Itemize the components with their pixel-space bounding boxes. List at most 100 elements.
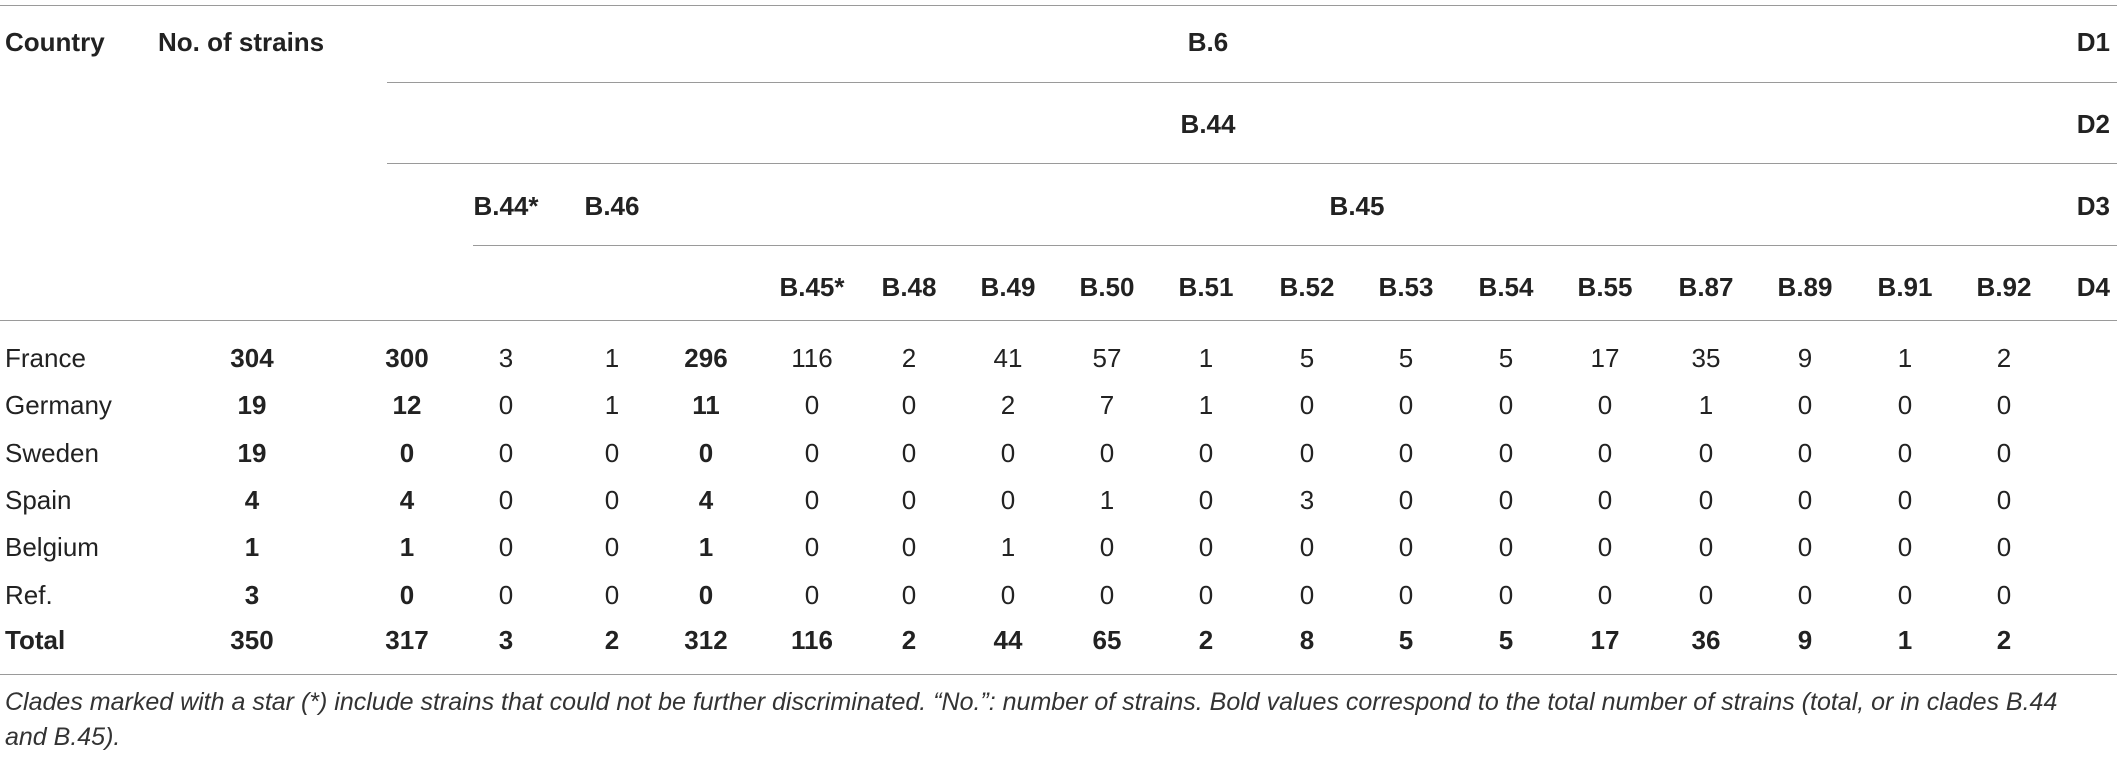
value-cell: 0 (1198, 532, 1214, 563)
value-cell: 0 (1398, 437, 1414, 468)
value-cell: 0 (1299, 532, 1315, 563)
value-cell: 0 (498, 532, 514, 563)
d4-header-cell: B.50 (1079, 272, 1135, 302)
d4-header-cell: B.48 (881, 272, 937, 302)
value-cell: 4 (698, 484, 714, 515)
value-cell: 0 (1897, 390, 1913, 421)
b45-header: B.45 (1329, 191, 1385, 221)
value-cell: 0 (1797, 484, 1813, 515)
value-cell: 0 (498, 437, 514, 468)
value-cell: 0 (498, 390, 514, 421)
country-cell: Sweden (5, 437, 99, 468)
value-cell: 0 (1299, 437, 1315, 468)
value-cell: 2 (1000, 390, 1016, 421)
top-rule (0, 5, 2117, 6)
value-cell: 3 (244, 579, 260, 610)
value-cell: 3 (1299, 484, 1315, 515)
total-cell: 44 (993, 625, 1023, 655)
value-cell: 1 (1897, 343, 1913, 373)
value-cell: 41 (993, 343, 1023, 373)
value-cell: 0 (901, 484, 917, 515)
value-cell: 0 (901, 532, 917, 563)
value-cell: 0 (1099, 532, 1115, 563)
strains-header: No. of strains (158, 27, 325, 57)
b44-star-header: B.44* (473, 191, 539, 221)
value-cell: 5 (1498, 343, 1514, 373)
value-cell: 0 (804, 437, 820, 468)
value-cell: 0 (1897, 484, 1913, 515)
value-cell: 0 (1299, 579, 1315, 610)
total-cell: 9 (1797, 625, 1813, 655)
value-cell: 0 (1198, 484, 1214, 515)
value-cell: 1 (698, 532, 714, 563)
table-bottom-rule (0, 674, 2117, 675)
total-cell: 317 (385, 625, 429, 655)
value-cell: 0 (1797, 390, 1813, 421)
header-bottom-rule (0, 320, 2117, 321)
country-cell: Ref. (5, 579, 53, 610)
total-cell: 2 (1198, 625, 1214, 655)
value-cell: 0 (1698, 532, 1714, 563)
value-cell: 0 (804, 579, 820, 610)
value-cell: 1 (1198, 343, 1214, 373)
value-cell: 0 (399, 579, 415, 610)
d4-header-cell: B.91 (1877, 272, 1933, 302)
value-cell: 0 (1498, 437, 1514, 468)
value-cell: 1 (1198, 390, 1214, 421)
b44-header: B.44 (1180, 109, 1236, 139)
value-cell: 0 (498, 579, 514, 610)
value-cell: 0 (604, 579, 620, 610)
value-cell: 0 (1698, 579, 1714, 610)
total-cell: 2 (1996, 625, 2012, 655)
value-cell: 11 (692, 390, 720, 421)
value-cell: 1 (1099, 484, 1115, 515)
total-cell: 312 (684, 625, 728, 655)
value-cell: 0 (604, 532, 620, 563)
value-cell: 0 (1398, 532, 1414, 563)
d4-label: D4 (2076, 272, 2110, 302)
value-cell: 0 (1498, 532, 1514, 563)
country-cell: France (5, 343, 86, 373)
value-cell: 7 (1099, 390, 1115, 421)
value-cell: 0 (804, 390, 820, 421)
d4-header-cell: B.92 (1976, 272, 2032, 302)
value-cell: 1 (1698, 390, 1714, 421)
d2-label: D2 (2076, 109, 2110, 139)
value-cell: 0 (1897, 532, 1913, 563)
value-cell: 0 (901, 390, 917, 421)
value-cell: 300 (385, 343, 429, 373)
value-cell: 0 (1000, 437, 1016, 468)
country-cell: Germany (5, 390, 112, 421)
value-cell: 0 (1299, 390, 1315, 421)
value-cell: 296 (684, 343, 728, 373)
value-cell: 0 (901, 579, 917, 610)
value-cell: 35 (1691, 343, 1721, 373)
value-cell: 0 (1198, 579, 1214, 610)
value-cell: 0 (901, 437, 917, 468)
total-cell: 2 (604, 625, 620, 655)
value-cell: 0 (1000, 579, 1016, 610)
value-cell: 0 (1797, 437, 1813, 468)
d4-header-cell: B.89 (1777, 272, 1833, 302)
total-label: Total (5, 625, 66, 655)
value-cell: 0 (604, 484, 620, 515)
d4-header-cell: B.51 (1178, 272, 1234, 302)
d1-rule (387, 82, 2117, 83)
value-cell: 3 (498, 343, 514, 373)
value-cell: 0 (1698, 484, 1714, 515)
d4-header-cell: B.55 (1577, 272, 1633, 302)
total-cell: 5 (1398, 625, 1414, 655)
d4-header-cell: B.45* (779, 272, 845, 302)
value-cell: 0 (1597, 579, 1613, 610)
d2-rule (387, 163, 2117, 164)
value-cell: 0 (1797, 579, 1813, 610)
value-cell: 0 (1099, 437, 1115, 468)
country-cell: Belgium (5, 532, 99, 563)
value-cell: 0 (1897, 579, 1913, 610)
value-cell: 17 (1590, 343, 1620, 373)
b6-header: B.6 (1187, 27, 1229, 57)
value-cell: 9 (1797, 343, 1813, 373)
value-cell: 0 (604, 437, 620, 468)
value-cell: 1 (244, 532, 260, 563)
value-cell: 0 (804, 532, 820, 563)
